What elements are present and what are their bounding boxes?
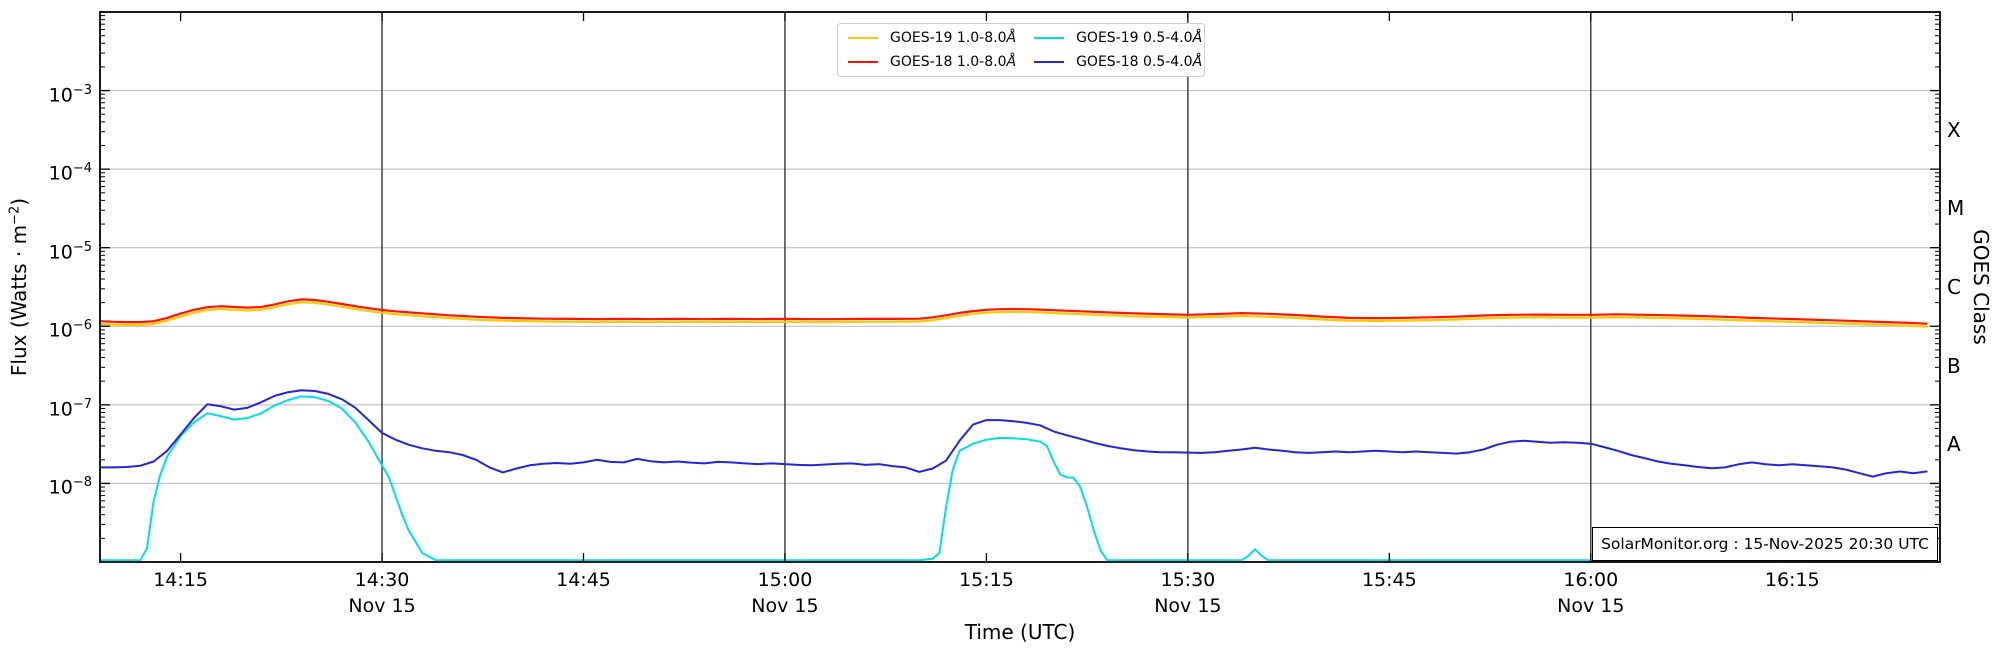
series-line-goes19-short	[100, 395, 1928, 562]
legend-label-goes19-long: GOES-19 1.0-8.0Å	[890, 30, 1016, 46]
legend-label-goes18-long: GOES-18 1.0-8.0Å	[890, 54, 1016, 70]
x-tick-label: 15:30	[1160, 569, 1216, 591]
legend-swatch-goes19-short-icon	[1034, 37, 1065, 39]
plot-border	[99, 11, 1941, 563]
goes-class-letter-b: B	[1947, 353, 1961, 378]
goes-class-letter-c: C	[1947, 275, 1961, 299]
x-tick-label: 14:45	[556, 569, 611, 591]
x-tick-label: 14:15	[153, 569, 208, 591]
legend-swatch-goes18-long-icon	[848, 61, 878, 63]
legend: GOES-19 1.0-8.0Å GOES-18 1.0-8.0Å GOES-1…	[837, 23, 1205, 77]
y-axis-title-prefix: Flux (Watts · m	[7, 224, 31, 377]
legend-text: GOES-19 1.0-8.0	[890, 30, 1007, 46]
legend-text: GOES-18 1.0-8.0	[890, 54, 1007, 70]
x-tick-label: 16:00	[1563, 569, 1619, 591]
y-axis-title-suffix: )	[7, 197, 31, 206]
y-tick-label: 10−3	[48, 82, 92, 106]
series-line-goes18-short	[100, 389, 1928, 478]
legend-swatch-goes18-short-icon	[1034, 61, 1065, 63]
y-tick-label: 10−6	[48, 318, 92, 342]
legend-text: GOES-18 0.5-4.0	[1076, 54, 1193, 70]
x-tick-label: 15:45	[1361, 569, 1417, 591]
angstrom-symbol: Å	[1006, 54, 1017, 70]
x-tick-label: 14:30	[354, 569, 410, 591]
y-tick-label: 10−4	[48, 161, 92, 185]
x-tick-date-label: Nov 15	[1557, 595, 1625, 617]
legend-label-goes18-short: GOES-18 0.5-4.0Å	[1076, 54, 1202, 70]
right-axis-title: GOES Class	[1969, 229, 1993, 345]
legend-text: GOES-19 0.5-4.0	[1076, 30, 1193, 46]
x-tick-date-label: Nov 15	[751, 595, 819, 617]
x-axis-title: Time (UTC)	[964, 620, 1076, 644]
legend-item-goes19-short: GOES-19 0.5-4.0Å	[1034, 28, 1202, 48]
series-line-goes19-long	[100, 301, 1928, 328]
legend-column-short-channel: GOES-19 0.5-4.0Å GOES-18 0.5-4.0Å	[1034, 28, 1202, 72]
legend-item-goes18-short: GOES-18 0.5-4.0Å	[1034, 52, 1202, 72]
angstrom-symbol: Å	[1192, 54, 1203, 70]
x-tick-date-label: Nov 15	[1154, 595, 1222, 617]
legend-label-goes19-short: GOES-19 0.5-4.0Å	[1076, 30, 1202, 46]
y-tick-label: 10−7	[48, 396, 92, 421]
x-tick-label: 15:15	[959, 569, 1014, 591]
goes-class-letter-x: X	[1947, 117, 1961, 142]
series-line-goes18-long	[100, 298, 1928, 325]
y-axis-title-exponent: −2	[7, 205, 23, 225]
legend-item-goes19-long: GOES-19 1.0-8.0Å	[848, 28, 1016, 48]
watermark-badge: SolarMonitor.org : 15-Nov-2025 20:30 UTC	[1592, 527, 1938, 561]
y-tick-label: 10−8	[48, 475, 92, 499]
legend-swatch-goes19-long-icon	[848, 37, 878, 39]
x-tick-date-label: Nov 15	[348, 595, 416, 617]
legend-item-goes18-long: GOES-18 1.0-8.0Å	[848, 52, 1016, 72]
x-tick-label: 16:15	[1764, 569, 1820, 591]
y-tick-label: 10−5	[48, 239, 92, 264]
goes-class-letter-a: A	[1947, 432, 1961, 457]
legend-column-long-channel: GOES-19 1.0-8.0Å GOES-18 1.0-8.0Å	[848, 28, 1016, 72]
angstrom-symbol: Å	[1006, 30, 1017, 46]
goes-class-letter-m: M	[1947, 196, 1965, 221]
y-axis-title: Flux (Watts · m−2)	[7, 198, 31, 376]
angstrom-symbol: Å	[1192, 30, 1203, 46]
x-tick-label: 15:00	[757, 569, 813, 591]
